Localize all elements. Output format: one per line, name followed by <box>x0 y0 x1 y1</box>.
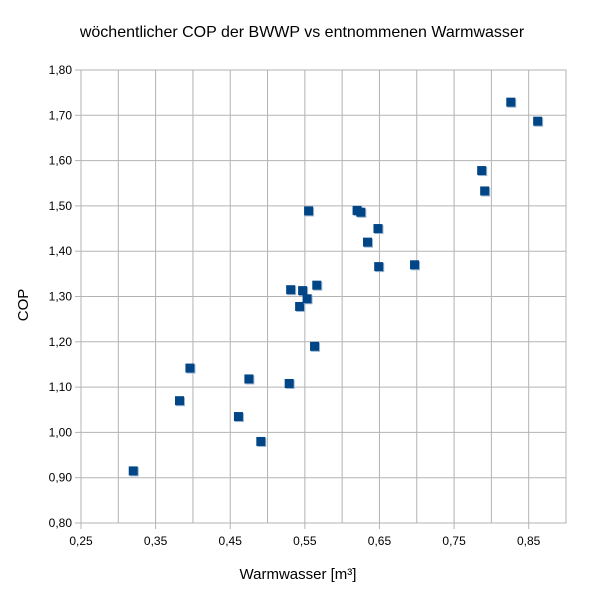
data-point-marker <box>128 466 138 476</box>
data-point <box>477 166 488 177</box>
data-point-marker <box>310 341 320 351</box>
data-point-marker <box>477 166 487 176</box>
data-point <box>373 224 384 235</box>
data-point <box>295 301 306 312</box>
data-point-marker <box>374 262 384 272</box>
data-point-marker <box>233 412 243 422</box>
data-point-marker <box>410 260 420 270</box>
data-point <box>356 207 367 218</box>
plot-frame <box>80 69 567 524</box>
y-tick-label: 1,20 <box>49 335 73 349</box>
x-tick-label: 0,65 <box>368 534 392 548</box>
x-tick-label: 0,85 <box>517 534 541 548</box>
data-point <box>533 116 544 127</box>
data-point <box>304 206 315 217</box>
data-point-marker <box>312 280 322 290</box>
y-axis-title: COP <box>15 289 32 322</box>
data-point-marker <box>363 237 373 247</box>
data-point-marker <box>302 294 312 304</box>
data-point <box>244 374 255 385</box>
y-tick-label: 1,00 <box>49 425 73 439</box>
tick-labels: 0,80 0,90 1,00 1,10 1,20 1,30 1,40 1,50 1,60 1,70… <box>49 63 541 548</box>
data-points <box>128 97 544 477</box>
data-point <box>302 294 313 305</box>
chart-title: wöchentlicher COP der BWWP vs entnommene… <box>79 24 525 41</box>
y-tick-label: 0,90 <box>49 471 73 485</box>
x-tick-label: 0,75 <box>442 534 466 548</box>
grid <box>80 69 567 524</box>
data-point-marker <box>256 436 266 446</box>
data-point-marker <box>244 374 254 384</box>
y-tick-label: 1,50 <box>49 199 73 213</box>
data-point <box>298 286 309 297</box>
data-point-marker <box>298 286 308 296</box>
y-tick-label: 1,60 <box>49 154 73 168</box>
data-point-marker <box>356 207 366 217</box>
data-point-marker <box>286 285 296 295</box>
data-point <box>185 363 196 374</box>
x-tick-label: 0,55 <box>293 534 317 548</box>
data-point <box>363 237 374 248</box>
data-point-marker <box>304 206 314 216</box>
data-point-marker <box>284 378 294 388</box>
data-point <box>310 341 321 352</box>
x-axis-title: Warmwasser [m³] <box>240 566 357 583</box>
data-point <box>374 262 385 273</box>
x-tick-label: 0,25 <box>69 534 93 548</box>
data-point <box>284 378 295 389</box>
data-point-marker <box>533 116 543 126</box>
data-point-marker <box>185 363 195 373</box>
data-point <box>506 97 517 108</box>
data-point-marker <box>480 186 490 196</box>
data-point <box>174 396 185 407</box>
data-point <box>480 186 491 197</box>
data-point-marker <box>506 97 516 107</box>
y-tick-label: 1,30 <box>49 290 73 304</box>
data-point <box>410 260 421 271</box>
data-point <box>233 412 244 423</box>
y-tick-label: 1,40 <box>49 244 73 258</box>
data-point <box>128 466 139 477</box>
data-point <box>256 436 267 447</box>
x-tick-label: 0,45 <box>219 534 243 548</box>
data-point <box>286 285 297 296</box>
y-tick-label: 1,80 <box>49 63 73 77</box>
data-point-marker <box>373 224 383 234</box>
x-tick-label: 0,35 <box>144 534 168 548</box>
data-point-marker <box>174 396 184 406</box>
y-tick-label: 1,10 <box>49 380 73 394</box>
data-point-marker <box>295 301 305 311</box>
y-tick-label: 0,80 <box>49 516 73 530</box>
y-tick-label: 1,70 <box>49 108 73 122</box>
data-point <box>312 280 323 291</box>
axes <box>75 69 567 529</box>
